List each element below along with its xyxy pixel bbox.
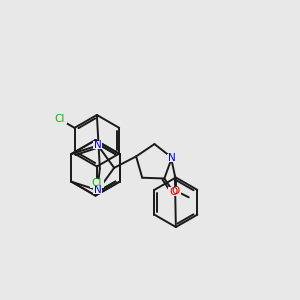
Text: Cl: Cl [92,178,102,188]
Bar [171,187,181,196]
Text: O: O [169,187,177,196]
Text: Cl: Cl [55,114,65,124]
Bar [53,115,67,124]
Bar [90,179,104,188]
Bar [167,154,176,162]
Text: N: N [94,185,102,195]
Bar [93,141,102,149]
Bar [168,187,178,196]
Text: O: O [172,186,180,197]
Text: N: N [168,153,176,163]
Bar [93,186,102,194]
Text: N: N [94,140,102,150]
